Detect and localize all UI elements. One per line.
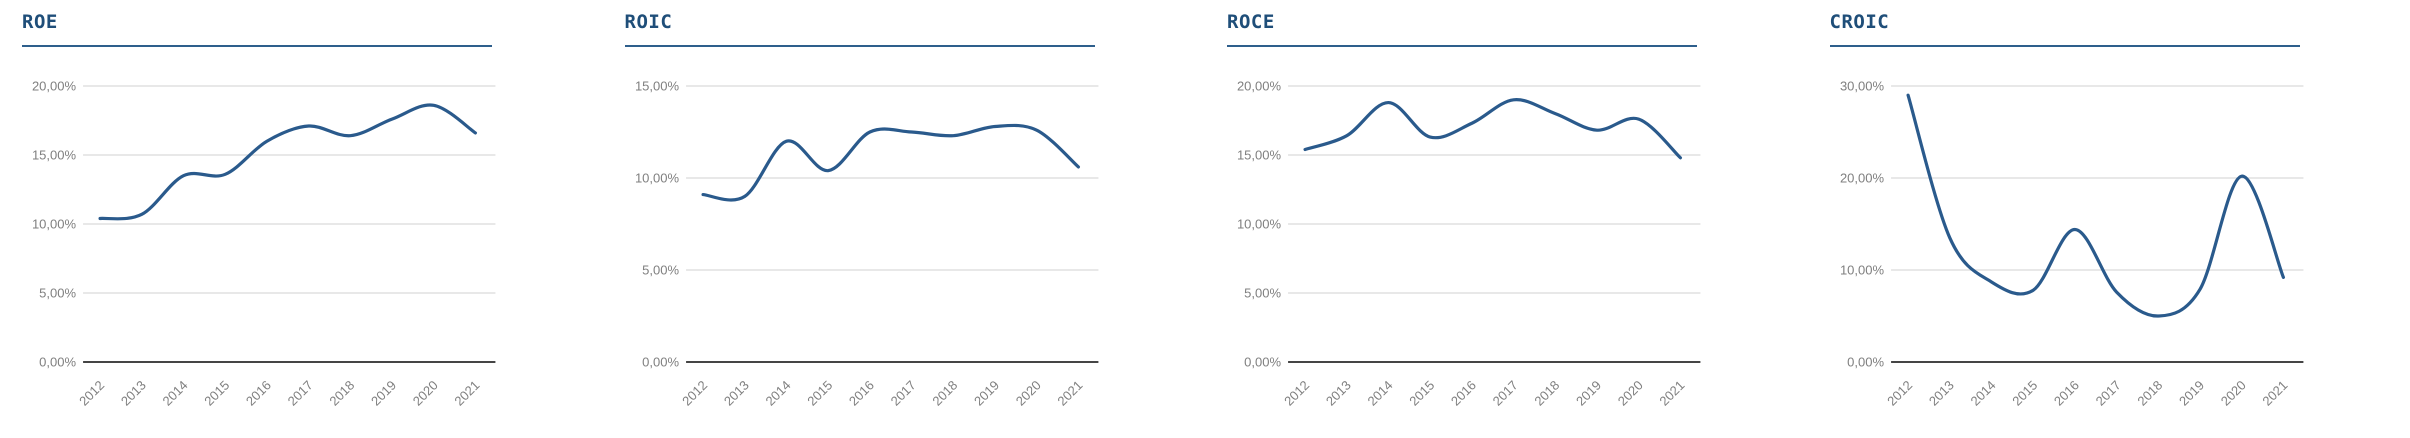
x-tick-label: 2012 <box>679 378 710 409</box>
y-tick-label: 10,00% <box>1839 263 1884 278</box>
y-tick-label: 10,00% <box>32 217 77 232</box>
x-tick-label: 2015 <box>2009 378 2040 409</box>
chart-title-roic: ROIC <box>624 11 673 33</box>
x-tick-label: 2012 <box>1884 378 1915 409</box>
x-tick-label: 2016 <box>2050 378 2081 409</box>
x-tick-label: 2019 <box>368 378 399 409</box>
x-tick-label: 2014 <box>762 378 793 409</box>
x-tick-label: 2021 <box>451 378 482 409</box>
x-tick-label: 2013 <box>1323 378 1354 409</box>
x-tick-label: 2015 <box>1406 378 1437 409</box>
chart-card-roe: ROE 0,00% 5,00% 10,00% 15,00% 20,00% 2012 2013… <box>0 0 603 438</box>
y-tick-label: 15,00% <box>1237 148 1282 163</box>
x-tick-label: 2016 <box>1448 378 1479 409</box>
x-tick-label: 2014 <box>160 378 191 409</box>
x-tick-label: 2014 <box>1967 378 1998 409</box>
y-tick-label: 5,00% <box>642 263 679 278</box>
chart-title-roe: ROE <box>22 11 58 33</box>
y-tick-label: 15,00% <box>634 79 679 94</box>
x-tick-label: 2020 <box>1012 378 1043 409</box>
y-tick-label: 30,00% <box>1839 79 1884 94</box>
y-tick-label: 0,00% <box>1244 355 1281 370</box>
chart-card-roic: ROIC 0,00% 5,00% 10,00% 15,00% 2012 2013 2014 2… <box>603 0 1206 438</box>
x-tick-label: 2019 <box>971 378 1002 409</box>
chart-card-croic: CROIC 0,00% 10,00% 20,00% 30,00% 2012 2013 201… <box>1808 0 2410 438</box>
y-tick-label: 0,00% <box>39 355 76 370</box>
y-tick-label: 10,00% <box>1237 217 1282 232</box>
series-line <box>700 123 1080 202</box>
y-tick-label: 15,00% <box>32 148 77 163</box>
x-tick-label: 2020 <box>1615 378 1646 409</box>
chart-title-roce: ROCE <box>1227 11 1275 33</box>
x-tick-label: 2015 <box>804 378 835 409</box>
x-tick-label: 2013 <box>118 378 149 409</box>
x-tick-label: 2013 <box>720 378 751 409</box>
x-tick-label: 2018 <box>326 378 357 409</box>
x-tick-label: 2020 <box>2217 378 2248 409</box>
x-tick-label: 2017 <box>1490 378 1521 409</box>
x-tick-label: 2016 <box>845 378 876 409</box>
x-tick-label: 2018 <box>929 378 960 409</box>
x-tick-label: 2012 <box>1281 378 1312 409</box>
y-tick-label: 10,00% <box>634 171 679 186</box>
y-tick-label: 20,00% <box>32 79 77 94</box>
x-tick-label: 2017 <box>285 378 316 409</box>
line-chart-croic: 0,00% 10,00% 20,00% 30,00% 2012 2013 2014 2015 2… <box>1839 79 2303 409</box>
x-tick-label: 2017 <box>887 378 918 409</box>
series-line <box>1905 93 2285 318</box>
line-chart-roic: 0,00% 5,00% 10,00% 15,00% 2012 2013 2014 2015 20… <box>634 79 1098 409</box>
title-underline <box>22 45 492 47</box>
y-tick-label: 0,00% <box>1847 355 1884 370</box>
x-tick-label: 2021 <box>2259 378 2290 409</box>
y-tick-label: 5,00% <box>1244 286 1281 301</box>
x-tick-label: 2019 <box>1573 378 1604 409</box>
series-line <box>98 103 477 221</box>
x-tick-label: 2018 <box>2134 378 2165 409</box>
x-tick-label: 2017 <box>2092 378 2123 409</box>
x-tick-label: 2016 <box>243 378 274 409</box>
chart-card-roce: ROCE 0,00% 5,00% 10,00% 15,00% 20,00% 2012 201… <box>1205 0 1808 438</box>
x-tick-label: 2021 <box>1656 378 1687 409</box>
line-chart-roce: 0,00% 5,00% 10,00% 15,00% 20,00% 2012 2013 2014… <box>1237 79 1701 409</box>
x-tick-label: 2014 <box>1365 378 1396 409</box>
x-tick-label: 2018 <box>1531 378 1562 409</box>
series-line <box>1303 98 1682 160</box>
y-tick-label: 20,00% <box>1237 79 1282 94</box>
x-tick-label: 2012 <box>76 378 107 409</box>
x-tick-label: 2015 <box>201 378 232 409</box>
y-tick-label: 5,00% <box>39 286 76 301</box>
x-tick-label: 2020 <box>410 378 441 409</box>
y-tick-label: 20,00% <box>1839 171 1884 186</box>
title-underline <box>1227 45 1697 47</box>
x-tick-label: 2021 <box>1054 378 1085 409</box>
title-underline <box>1829 45 2300 47</box>
x-tick-label: 2019 <box>2176 378 2207 409</box>
x-tick-label: 2013 <box>1925 378 1956 409</box>
line-chart-roe: 0,00% 5,00% 10,00% 15,00% 20,00% 2012 2013 2014… <box>32 79 496 409</box>
y-tick-label: 0,00% <box>642 355 679 370</box>
title-underline <box>624 45 1095 47</box>
chart-title-croic: CROIC <box>1829 11 1890 33</box>
